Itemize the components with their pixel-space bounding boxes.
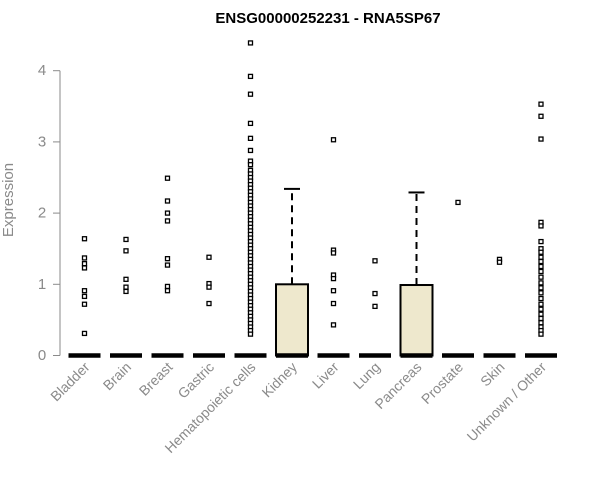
outlier-point xyxy=(538,331,544,337)
outlier-point xyxy=(164,175,171,181)
outlier-point xyxy=(81,261,88,267)
outlier-point xyxy=(372,303,378,310)
box-group xyxy=(399,191,434,358)
box xyxy=(275,283,309,357)
outlier-point xyxy=(538,136,544,142)
outlier-point xyxy=(247,91,254,97)
outlier-point xyxy=(123,288,129,295)
outlier-point xyxy=(81,265,88,271)
outlier-point xyxy=(164,198,171,204)
outlier-point xyxy=(81,236,88,242)
outlier-point xyxy=(496,259,503,265)
box-group xyxy=(68,236,101,358)
outlier-point xyxy=(538,268,544,275)
box-group xyxy=(525,101,557,358)
outlier-point xyxy=(247,135,254,141)
outlier-point xyxy=(81,288,88,294)
outlier-point xyxy=(538,320,544,326)
y-tick-label: 0 xyxy=(38,347,46,364)
outlier-point xyxy=(164,256,171,262)
box-group xyxy=(442,199,474,358)
y-tick-label: 3 xyxy=(38,133,46,150)
category-label: Lung xyxy=(350,359,383,392)
category-label: Skin xyxy=(477,359,508,390)
category-label: Unknown / Other xyxy=(464,359,550,445)
box-group xyxy=(275,187,309,358)
box-group xyxy=(317,137,350,358)
box-group xyxy=(193,254,225,358)
outlier-point xyxy=(164,262,171,268)
outlier-point xyxy=(247,73,254,80)
y-tick-label: 2 xyxy=(38,205,46,222)
plot-area xyxy=(68,40,557,358)
category-label: Brain xyxy=(100,359,134,393)
outlier-point xyxy=(538,290,544,296)
outlier-point xyxy=(538,280,544,286)
outlier-point xyxy=(538,295,544,302)
outlier-point xyxy=(372,290,378,297)
outlier-point xyxy=(164,218,171,224)
category-label: Breast xyxy=(136,359,176,399)
outlier-point xyxy=(330,288,337,294)
outlier-point xyxy=(81,301,88,307)
outlier-point xyxy=(538,301,544,307)
outlier-point xyxy=(247,40,254,46)
outlier-point xyxy=(164,283,171,290)
outlier-point xyxy=(330,137,337,143)
outlier-point xyxy=(206,254,212,260)
outlier-point xyxy=(247,120,254,127)
category-label: Kidney xyxy=(259,359,301,401)
box xyxy=(399,284,434,357)
category-label: Prostate xyxy=(418,359,466,407)
outlier-point xyxy=(538,263,544,270)
box-group xyxy=(151,175,184,358)
category-label: Bladder xyxy=(47,359,93,405)
box-group xyxy=(359,258,391,358)
y-axis: 0 1 2 3 4 xyxy=(38,62,61,364)
outlier-point xyxy=(330,322,337,328)
outlier-point xyxy=(81,330,88,337)
outlier-point xyxy=(247,147,254,154)
outlier-point xyxy=(538,249,544,255)
y-axis-title: Expression xyxy=(0,163,17,237)
outlier-point xyxy=(372,258,378,264)
outlier-point xyxy=(81,255,88,261)
outlier-point xyxy=(164,288,171,294)
outlier-point xyxy=(330,250,337,256)
chart-title: ENSG00000252231 - RNA5SP67 xyxy=(215,10,440,27)
outlier-point xyxy=(538,258,544,265)
outlier-point xyxy=(538,101,544,107)
outlier-point xyxy=(81,293,88,300)
outlier-point xyxy=(206,284,212,290)
outlier-point xyxy=(538,223,544,229)
outlier-point xyxy=(538,315,544,322)
outlier-point xyxy=(206,300,212,307)
outlier-point xyxy=(538,254,544,260)
outlier-point xyxy=(538,274,544,280)
box-group xyxy=(110,236,142,358)
box-group xyxy=(234,40,267,358)
outlier-point xyxy=(164,210,171,216)
box-group xyxy=(483,256,516,358)
outlier-point xyxy=(123,248,129,254)
outlier-point xyxy=(538,113,544,119)
y-tick-label: 4 xyxy=(38,62,46,79)
outlier-point xyxy=(123,284,129,290)
category-label: Liver xyxy=(309,359,342,392)
outlier-point xyxy=(330,300,337,307)
outlier-point xyxy=(123,236,129,243)
outlier-point xyxy=(538,285,544,291)
outlier-point xyxy=(330,275,337,282)
outlier-point xyxy=(538,238,544,245)
outlier-point xyxy=(247,331,254,337)
outlier-point xyxy=(538,306,544,312)
outlier-point xyxy=(538,311,544,317)
outlier-point xyxy=(123,276,129,282)
outlier-point xyxy=(247,162,254,168)
y-tick-label: 1 xyxy=(38,276,46,293)
outlier-point xyxy=(455,199,461,206)
